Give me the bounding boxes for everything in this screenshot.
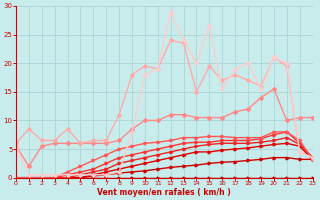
X-axis label: Vent moyen/en rafales ( km/h ): Vent moyen/en rafales ( km/h ) [97,188,231,197]
